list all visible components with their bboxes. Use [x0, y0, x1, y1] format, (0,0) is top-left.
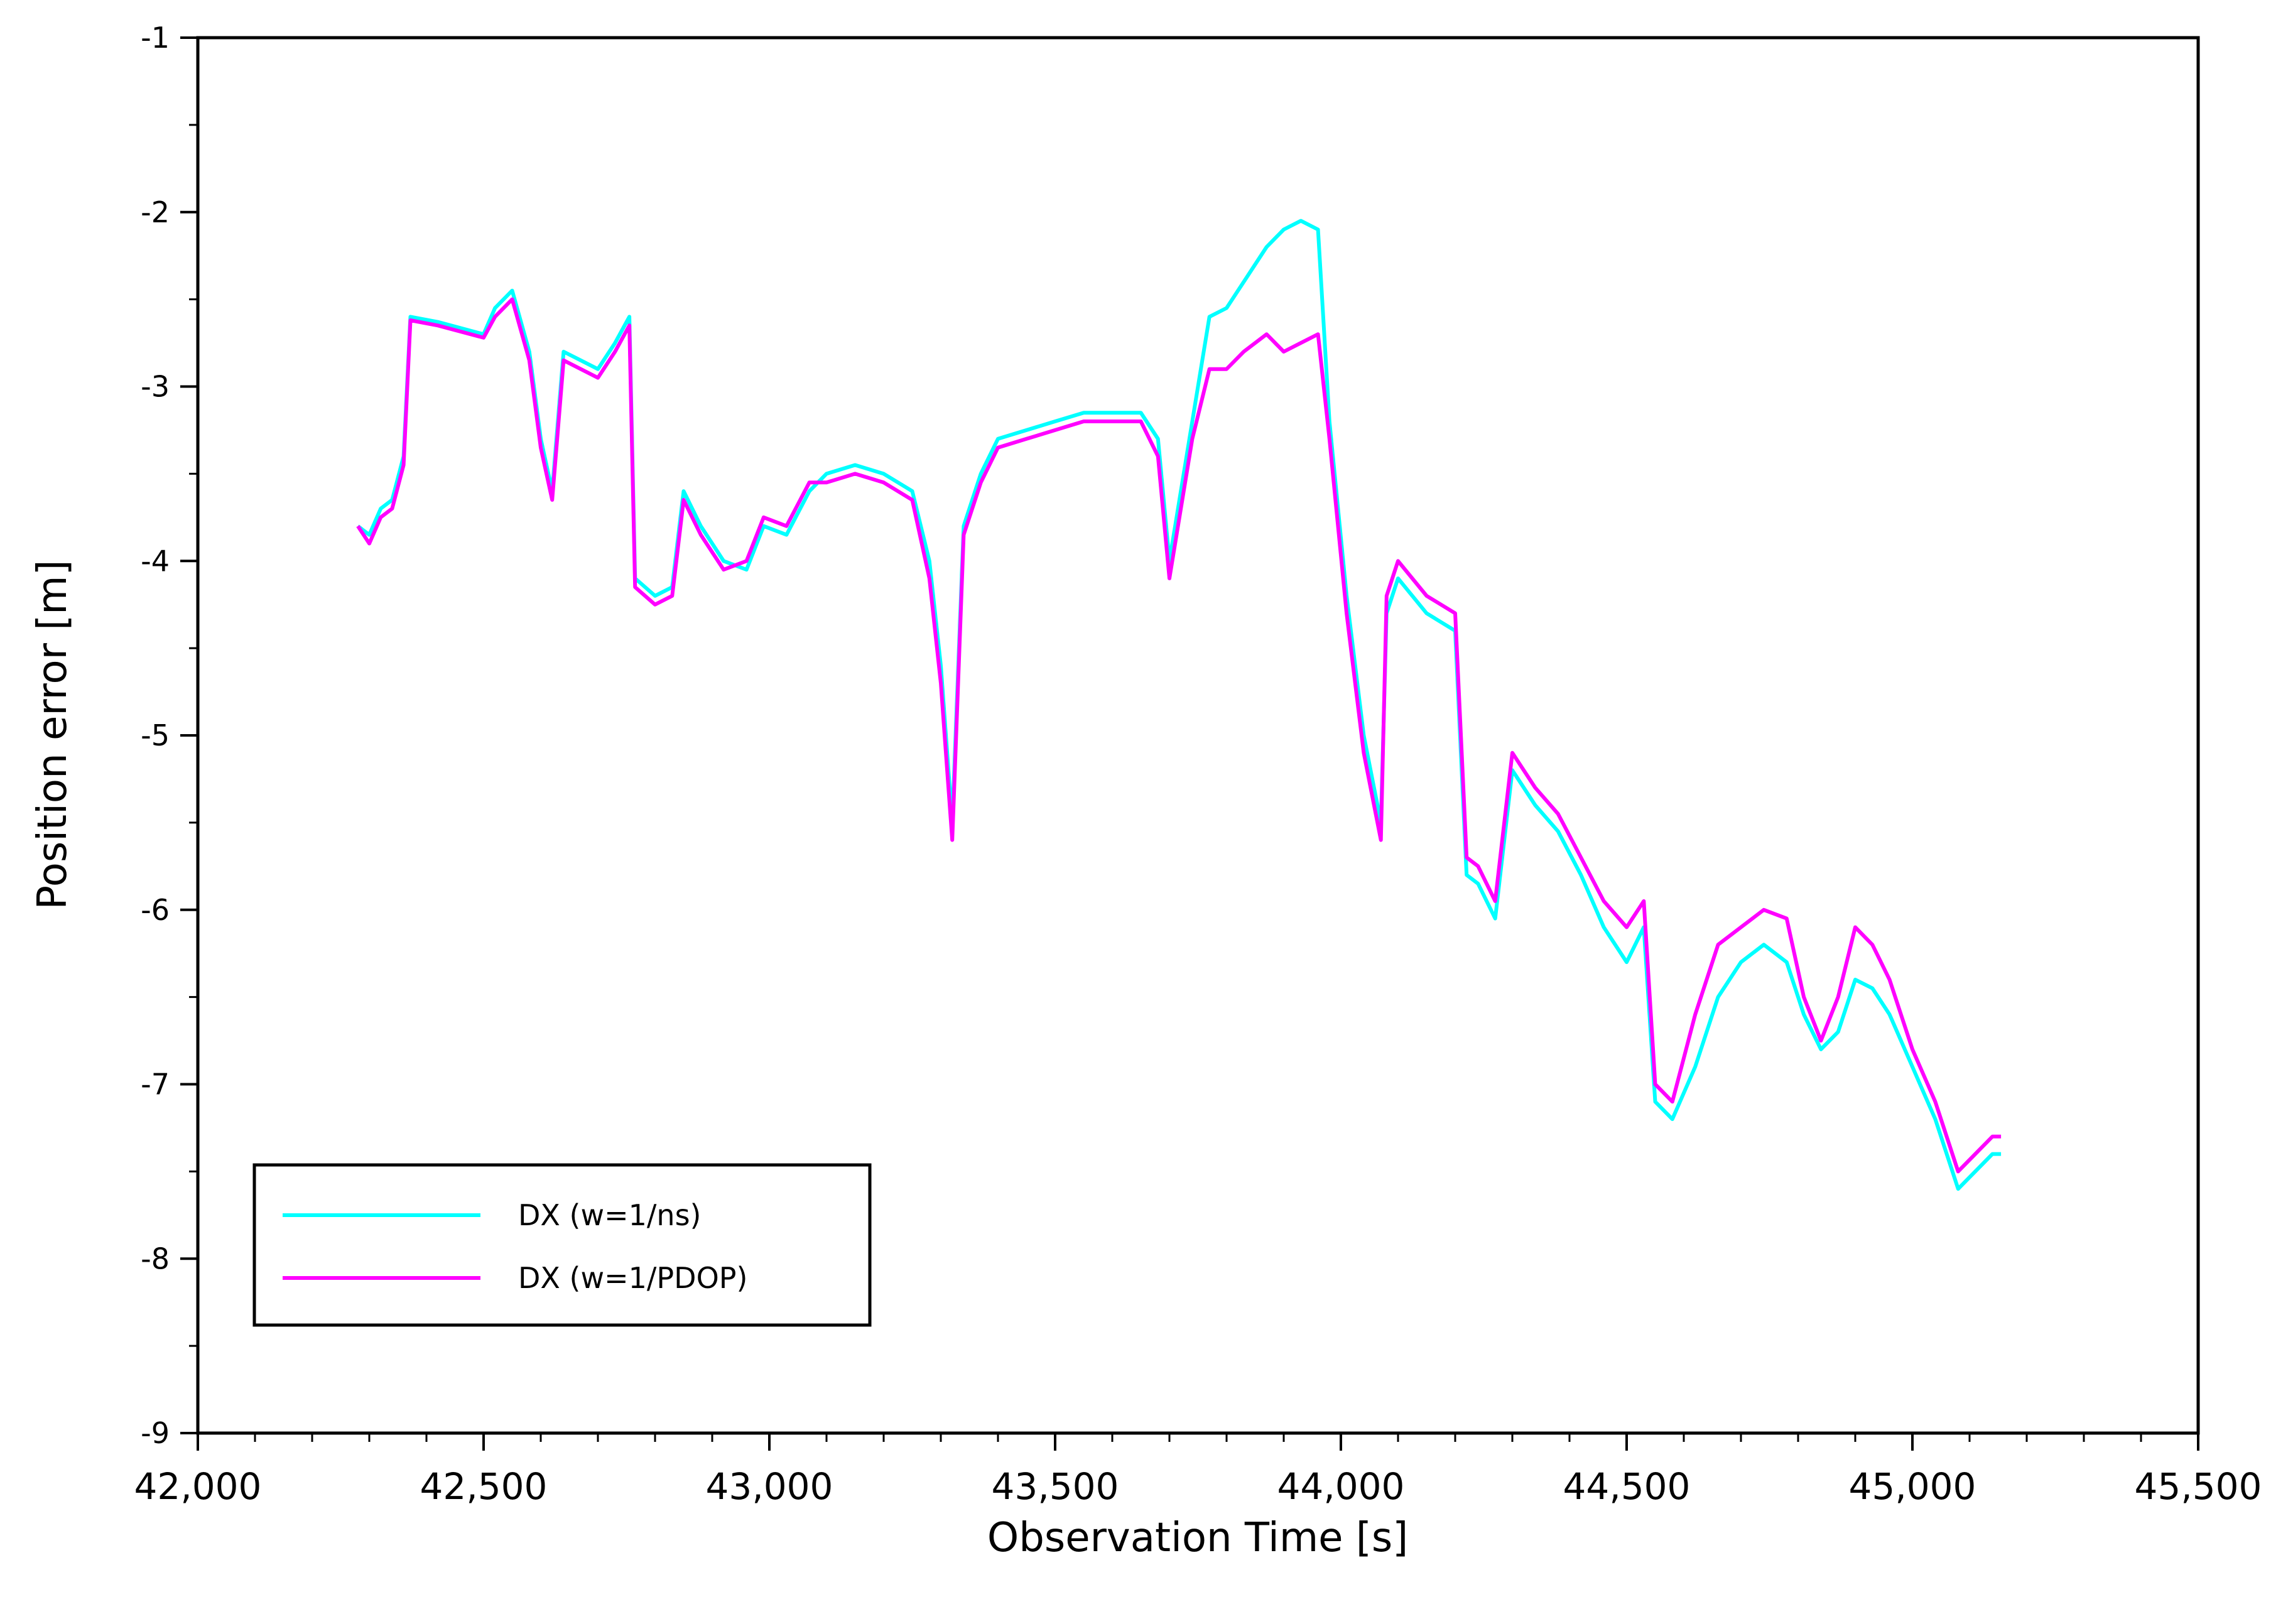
y-tick-label: -3 [141, 370, 170, 404]
legend: DX (w=1/ns) DX (w=1/PDOP) [252, 1163, 872, 1327]
y-tick-label: -2 [141, 195, 170, 229]
x-tick-label: 45,500 [2135, 1465, 2262, 1508]
series-group [356, 219, 2002, 1191]
y-axis-label: Position error [m] [30, 560, 76, 909]
x-tick-label: 42,500 [420, 1465, 548, 1508]
y-tick-label: -7 [141, 1068, 170, 1102]
x-tick-label: 43,000 [706, 1465, 833, 1508]
legend-label-dx-ns: DX (w=1/ns) [518, 1198, 702, 1232]
x-tick-label: 44,500 [1563, 1465, 1691, 1508]
y-tick-label: -5 [141, 718, 170, 752]
legend-box [252, 1163, 872, 1327]
y-tick-label: -4 [141, 544, 170, 578]
x-axis-label: Observation Time [s] [987, 1515, 1408, 1561]
y-tick-label: -9 [141, 1416, 170, 1450]
y-tick-label: -1 [141, 21, 170, 55]
legend-label-dx-pdop: DX (w=1/PDOP) [518, 1261, 747, 1295]
x-tick-label: 45,000 [1849, 1465, 1976, 1508]
y-tick-label: -8 [141, 1242, 170, 1275]
series-line-0 [356, 219, 2002, 1191]
y-tick-label: -6 [141, 893, 170, 927]
x-tick-label: 42,000 [134, 1465, 262, 1508]
series-line-1 [356, 297, 2002, 1174]
x-tick-label: 43,500 [992, 1465, 1119, 1508]
x-tick-label: 44,000 [1277, 1465, 1405, 1508]
x-axis: 42,000 42,500 43,000 43,500 44,000 44,500 45,0… [134, 1433, 2262, 1508]
y-axis: -9 -8 -7 -6 -5 -4 -3 -2 -1 [141, 21, 198, 1450]
